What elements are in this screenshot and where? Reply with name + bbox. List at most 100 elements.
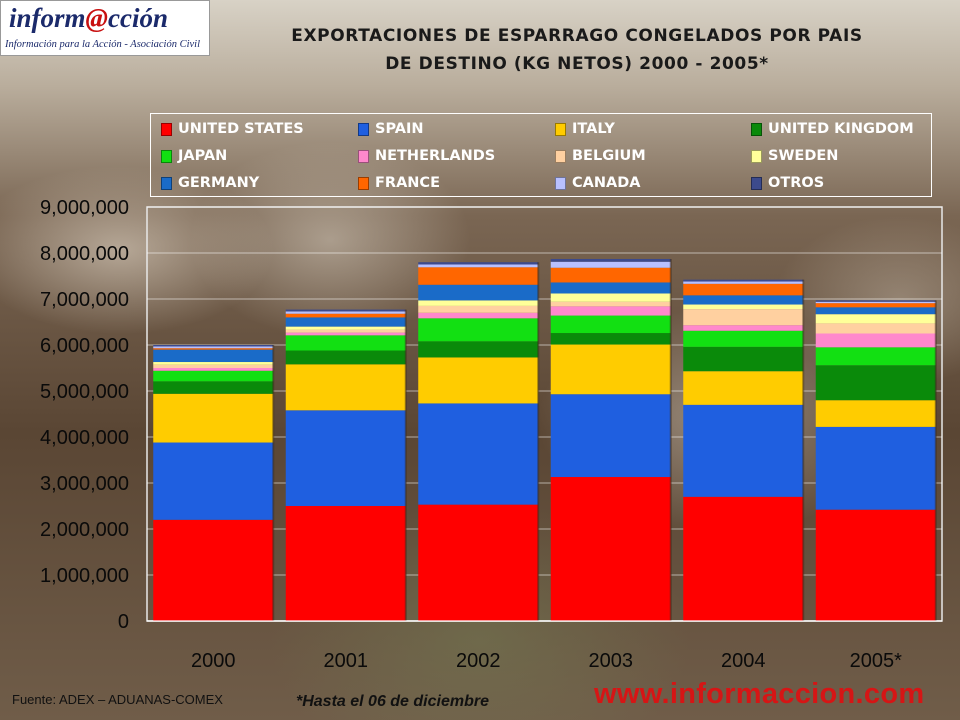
legend-label: SWEDEN [768, 148, 839, 164]
bar-segment [683, 325, 804, 331]
bar-segment [418, 284, 539, 301]
bar-segment [285, 317, 406, 327]
bar-segment [550, 258, 671, 262]
legend-label: GERMANY [178, 175, 260, 191]
x-tick-label: 2003 [589, 650, 634, 672]
y-tick-label: 1,000,000 [40, 565, 129, 587]
y-tick-label: 5,000,000 [40, 381, 129, 403]
bar-segment [285, 350, 406, 365]
legend-swatch [751, 122, 762, 136]
legend-swatch [161, 149, 172, 163]
bar-segment [815, 347, 936, 366]
legend-item: UNITED KINGDOM [751, 119, 914, 139]
x-tick-label: 2004 [721, 650, 766, 672]
bar-segment [418, 262, 539, 265]
bar-segment [418, 300, 539, 306]
legend-label: FRANCE [375, 175, 440, 191]
chart-legend: UNITED STATES SPAIN ITALY UNITED KINGDOM JAP… [150, 113, 932, 197]
bar-segment [550, 333, 671, 345]
bar-segment [815, 303, 936, 308]
bar-segment [418, 267, 539, 285]
bar-segment [418, 357, 539, 404]
bar-segment [683, 279, 804, 282]
bar-segment [815, 301, 936, 304]
legend-label: UNITED STATES [178, 121, 304, 137]
legend-item: GERMANY [161, 173, 259, 193]
bar-segment [550, 293, 671, 302]
y-tick-label: 3,000,000 [40, 473, 129, 495]
bar-segment [550, 301, 671, 307]
legend-label: JAPAN [178, 148, 228, 164]
bar-segment [418, 504, 539, 621]
bar-segment [418, 312, 539, 319]
legend-item: FRANCE [358, 173, 440, 193]
bar-segment [683, 295, 804, 305]
y-tick-label: 4,000,000 [40, 427, 129, 449]
bar-segment [815, 323, 936, 334]
bar-segment [815, 426, 936, 510]
x-tick-label: 2005* [850, 650, 902, 672]
bar-segment [550, 477, 671, 621]
bar-segment [550, 394, 671, 478]
bar-segment [683, 371, 804, 405]
legend-item: SWEDEN [751, 146, 838, 166]
bar-segment [153, 442, 274, 520]
y-tick-label: 7,000,000 [40, 289, 129, 311]
bar-segment [683, 346, 804, 372]
bar-segment [285, 311, 406, 314]
bar-segment [285, 332, 406, 336]
bar-segment [153, 364, 274, 368]
website-link[interactable]: www.informaccion.com [594, 678, 925, 710]
bar-segment [153, 362, 274, 365]
legend-item: UNITED STATES [161, 119, 304, 139]
bar-segment [683, 496, 804, 621]
date-footnote: *Hasta el 06 de diciembre [296, 693, 489, 710]
bar-segment [153, 346, 274, 349]
legend-label: SPAIN [375, 121, 424, 137]
bar-segment [153, 348, 274, 350]
bar-segment [683, 309, 804, 326]
legend-swatch [358, 122, 369, 136]
legend-label: OTROS [768, 175, 825, 191]
bar-segment [285, 329, 406, 333]
bar-segment [683, 404, 804, 497]
legend-swatch [161, 122, 172, 136]
bar-segment [153, 370, 274, 382]
bar-segment [153, 349, 274, 363]
chart-title-line-1: EXPORTACIONES DE ESPARRAGO CONGELADOS PO… [291, 26, 863, 46]
bar-segment [418, 264, 539, 268]
bar-segment [418, 318, 539, 342]
legend-swatch [358, 149, 369, 163]
bar-segment [418, 403, 539, 505]
legend-swatch [555, 176, 566, 190]
x-tick-label: 2001 [324, 650, 369, 672]
legend-item: JAPAN [161, 146, 227, 166]
legend-swatch [751, 149, 762, 163]
x-tick-label: 2002 [456, 650, 501, 672]
bar-segment [285, 364, 406, 411]
logo-tagline: Información para la Acción - Asociación … [5, 39, 201, 50]
bar-segment [285, 313, 406, 318]
bar-segment [285, 506, 406, 621]
bar-segment [815, 300, 936, 302]
bar-segment [153, 345, 274, 347]
bar-segment [153, 381, 274, 394]
bar-segment [550, 344, 671, 395]
bar-segment [153, 393, 274, 443]
legend-label: NETHERLANDS [375, 148, 496, 164]
bar-segment [285, 335, 406, 351]
bar-segment [153, 368, 274, 371]
bar-segment [285, 309, 406, 312]
source-note: Fuente: ADEX – ADUANAS-COMEX [12, 692, 223, 707]
bar-segment [285, 410, 406, 506]
bar-segment [550, 306, 671, 316]
legend-swatch [161, 176, 172, 190]
legend-label: BELGIUM [572, 148, 646, 164]
chart-title: EXPORTACIONES DE ESPARRAGO CONGELADOS PO… [212, 22, 942, 78]
legend-label: UNITED KINGDOM [768, 121, 914, 137]
bar-segment [418, 305, 539, 313]
legend-label: CANADA [572, 175, 641, 191]
bar-segment [815, 307, 936, 315]
bar-segment [815, 314, 936, 324]
